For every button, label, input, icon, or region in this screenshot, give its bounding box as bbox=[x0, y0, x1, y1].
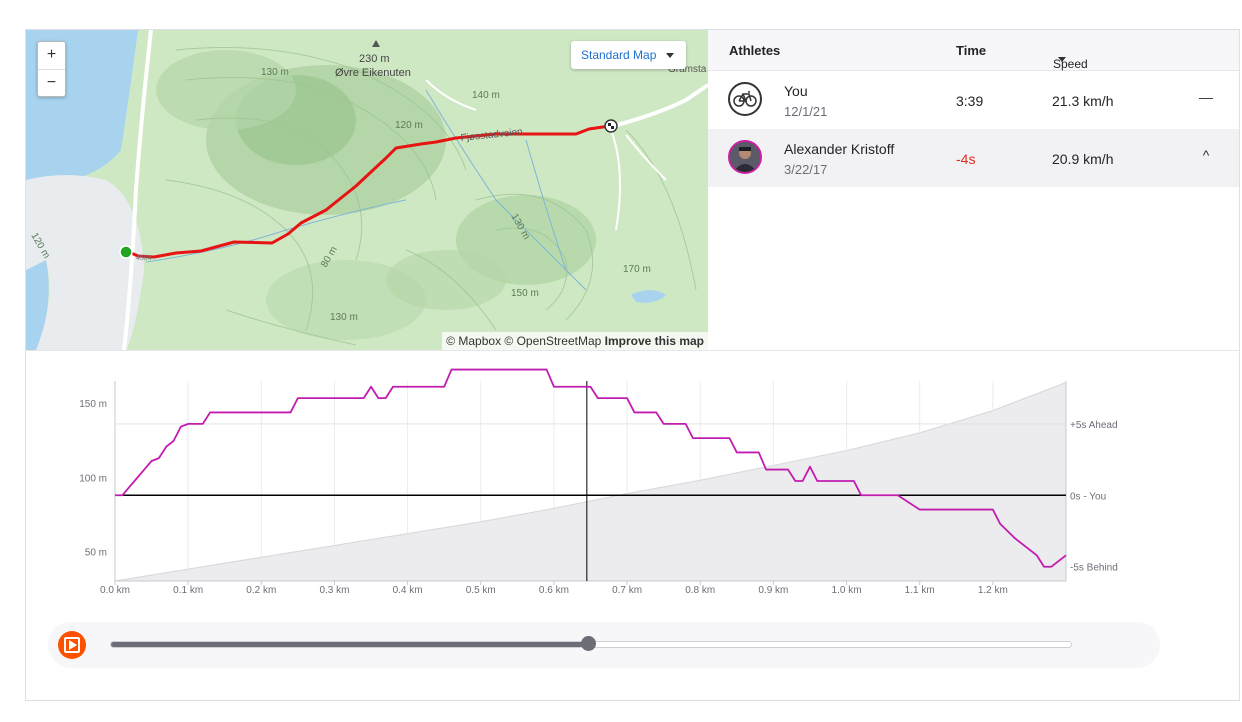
contour-label: 170 m bbox=[623, 264, 651, 275]
bike-icon bbox=[728, 82, 762, 116]
athlete-row-kristoff[interactable]: Alexander Kristoff 3/22/17 -4s 20.9 km/h… bbox=[708, 129, 1239, 187]
contour-label: 130 m bbox=[330, 312, 358, 323]
x-tick-label: 1.0 km bbox=[832, 585, 862, 596]
athlete-name[interactable]: You bbox=[784, 83, 808, 99]
map-attribution: © Mapbox © OpenStreetMap Improve this ma… bbox=[442, 332, 708, 350]
peak-icon bbox=[372, 40, 380, 47]
urban-area bbox=[26, 175, 144, 350]
contour-label: 140 m bbox=[472, 90, 500, 101]
streams bbox=[145, 89, 587, 291]
y-tick-label: 50 m bbox=[85, 547, 107, 558]
athlete-name[interactable]: Alexander Kristoff bbox=[784, 141, 895, 157]
road-name-label: Fjøsstadveien bbox=[460, 127, 523, 144]
lake bbox=[631, 290, 666, 303]
chevron-down-icon bbox=[1058, 57, 1066, 62]
x-tick-label: 0.8 km bbox=[685, 585, 715, 596]
contour-lines bbox=[165, 47, 697, 346]
hill-shade bbox=[266, 260, 426, 340]
zoom-controls: + − bbox=[37, 41, 66, 97]
segment-map[interactable]: 230 m Øvre Eikenuten Fjøsstadveien Grams… bbox=[26, 30, 708, 350]
y-tick-label: 150 m bbox=[79, 399, 107, 410]
gap-tick-label: 0s - You bbox=[1070, 491, 1106, 502]
x-tick-label: 0.3 km bbox=[319, 585, 349, 596]
road-number-label: 4504 bbox=[136, 255, 152, 262]
start-marker bbox=[119, 245, 133, 259]
athlete-row-you[interactable]: You 12/1/21 3:39 21.3 km/h — bbox=[708, 71, 1239, 129]
x-tick-label: 0.2 km bbox=[246, 585, 276, 596]
athlete-speed: 21.3 km/h bbox=[1052, 93, 1114, 109]
attribution-text: © Mapbox © OpenStreetMap bbox=[446, 334, 602, 348]
map-style-dropdown[interactable]: Standard Map bbox=[571, 41, 686, 69]
x-tick-label: 0.7 km bbox=[612, 585, 642, 596]
playback-slider-handle[interactable] bbox=[581, 636, 597, 651]
athletes-table: Athletes Time Speed You 12/1/21 3:39 21.… bbox=[708, 30, 1239, 350]
water-area bbox=[26, 260, 49, 350]
athlete-time-gap: -4s bbox=[956, 151, 976, 167]
segment-compare-panel: 230 m Øvre Eikenuten Fjøsstadveien Grams… bbox=[25, 29, 1240, 701]
playback-progress bbox=[111, 642, 589, 647]
chevron-up-icon[interactable]: ^ bbox=[1202, 147, 1210, 163]
y-tick-label: 100 m bbox=[79, 473, 107, 484]
map-canvas[interactable]: 230 m Øvre Eikenuten Fjøsstadveien Grams… bbox=[26, 30, 708, 350]
peak-name-label: Øvre Eikenuten bbox=[335, 67, 411, 79]
gap-tick-label: -5s Behind bbox=[1070, 563, 1118, 574]
zoom-in-button[interactable]: + bbox=[38, 42, 65, 70]
map-style-label: Standard Map bbox=[581, 48, 657, 62]
x-tick-label: 0.0 km bbox=[100, 585, 130, 596]
x-tick-label: 1.1 km bbox=[905, 585, 935, 596]
contour-label: 130 m bbox=[261, 67, 289, 78]
gap-elevation-chart[interactable]: 0.0 km 0.1 km 0.2 km 0.3 km 0.4 km 0.5 km 0.6 … bbox=[26, 350, 1239, 601]
athlete-speed: 20.9 km/h bbox=[1052, 151, 1114, 167]
hill-shade bbox=[156, 50, 296, 130]
header-athletes: Athletes bbox=[729, 43, 781, 58]
x-tick-label: 0.5 km bbox=[466, 585, 496, 596]
x-tick-label: 0.4 km bbox=[393, 585, 423, 596]
header-time: Time bbox=[956, 43, 987, 58]
table-header: Athletes Time Speed bbox=[708, 30, 1239, 71]
contour-label: 150 m bbox=[511, 288, 539, 299]
athlete-time: 3:39 bbox=[956, 93, 984, 109]
playback-bar bbox=[48, 622, 1160, 668]
x-tick-label: 0.9 km bbox=[758, 585, 788, 596]
play-icon bbox=[64, 637, 80, 653]
contour-label: 120 m bbox=[395, 120, 423, 131]
time-gap-line bbox=[115, 368, 1067, 568]
play-button[interactable] bbox=[58, 631, 86, 659]
peak-elevation-label: 230 m bbox=[359, 53, 390, 65]
x-tick-label: 0.6 km bbox=[539, 585, 569, 596]
x-tick-label: 1.2 km bbox=[978, 585, 1008, 596]
town-label: Gramsta bbox=[668, 64, 707, 75]
chevron-down-icon bbox=[666, 53, 674, 58]
finish-marker bbox=[604, 119, 618, 133]
gap-tick-label: +5s Ahead bbox=[1070, 420, 1118, 431]
zoom-out-button[interactable]: − bbox=[46, 74, 57, 91]
remove-comparison-icon[interactable]: — bbox=[1199, 89, 1213, 105]
athlete-date: 12/1/21 bbox=[784, 104, 828, 119]
athlete-date: 3/22/17 bbox=[784, 162, 828, 177]
x-tick-label: 0.1 km bbox=[173, 585, 203, 596]
elevation-area bbox=[114, 381, 1067, 582]
improve-map-link[interactable]: Improve this map bbox=[604, 334, 704, 348]
avatar bbox=[728, 140, 762, 174]
chart-canvas[interactable]: 0.0 km 0.1 km 0.2 km 0.3 km 0.4 km 0.5 km 0.6 … bbox=[26, 351, 1239, 601]
route-line bbox=[128, 124, 611, 259]
